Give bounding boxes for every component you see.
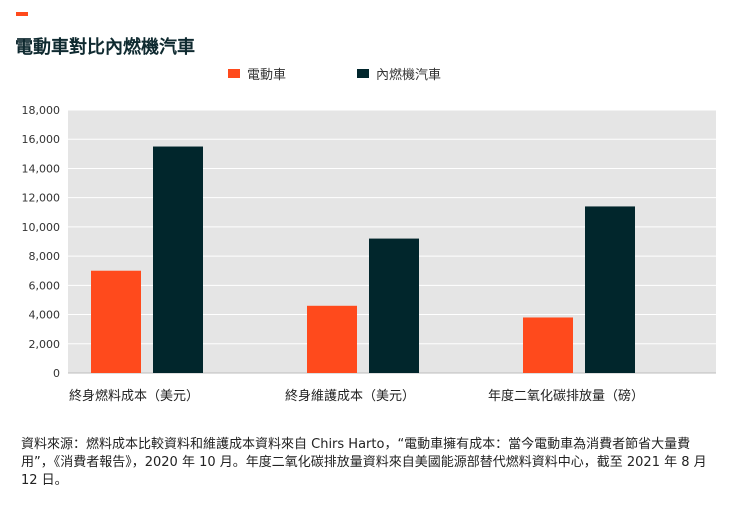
x-tick-label: 終身維護成本（美元）	[285, 388, 415, 404]
legend: 電動車 內燃機汽車	[0, 64, 731, 84]
y-tick-label: 0	[53, 367, 60, 380]
y-tick-label: 16,000	[22, 133, 61, 146]
bar-ev	[91, 270, 141, 373]
bar-ice	[585, 206, 635, 373]
y-tick-label: 14,000	[22, 162, 61, 175]
y-tick-label: 18,000	[22, 104, 61, 117]
y-tick-label: 12,000	[22, 192, 61, 205]
x-tick-label: 年度二氧化碳排放量（磅）	[488, 388, 644, 404]
legend-swatch-ev	[228, 69, 240, 78]
y-tick-label: 2,000	[29, 338, 61, 351]
bar-chart: 0 2,000 4,000 6,000 8,000 10,000 12,000 14,000 1…	[22, 104, 716, 404]
chart-title: 電動車對比內燃機汽車	[15, 37, 195, 58]
legend-item-ice: 內燃機汽車	[357, 64, 441, 83]
x-tick-label: 終身燃料成本（美元）	[69, 388, 199, 404]
bar-ev	[307, 305, 357, 373]
legend-label-ice: 內燃機汽車	[376, 68, 442, 83]
y-tick-label: 10,000	[22, 221, 61, 234]
bar-ev	[523, 317, 573, 373]
legend-item-ev: 電動車	[228, 64, 286, 83]
accent-bar	[16, 12, 28, 16]
y-tick-label: 6,000	[29, 279, 61, 292]
y-tick-label: 8,000	[29, 250, 61, 263]
y-tick-label: 4,000	[29, 309, 61, 322]
legend-swatch-ice	[357, 69, 369, 78]
bar-ice	[369, 238, 419, 373]
source-footnote: 資料來源：燃料成本比較資料和維護成本資料來自 Chirs Harto，“電動車擁…	[21, 437, 707, 488]
bar-ice	[153, 146, 203, 373]
legend-label-ev: 電動車	[247, 68, 287, 83]
